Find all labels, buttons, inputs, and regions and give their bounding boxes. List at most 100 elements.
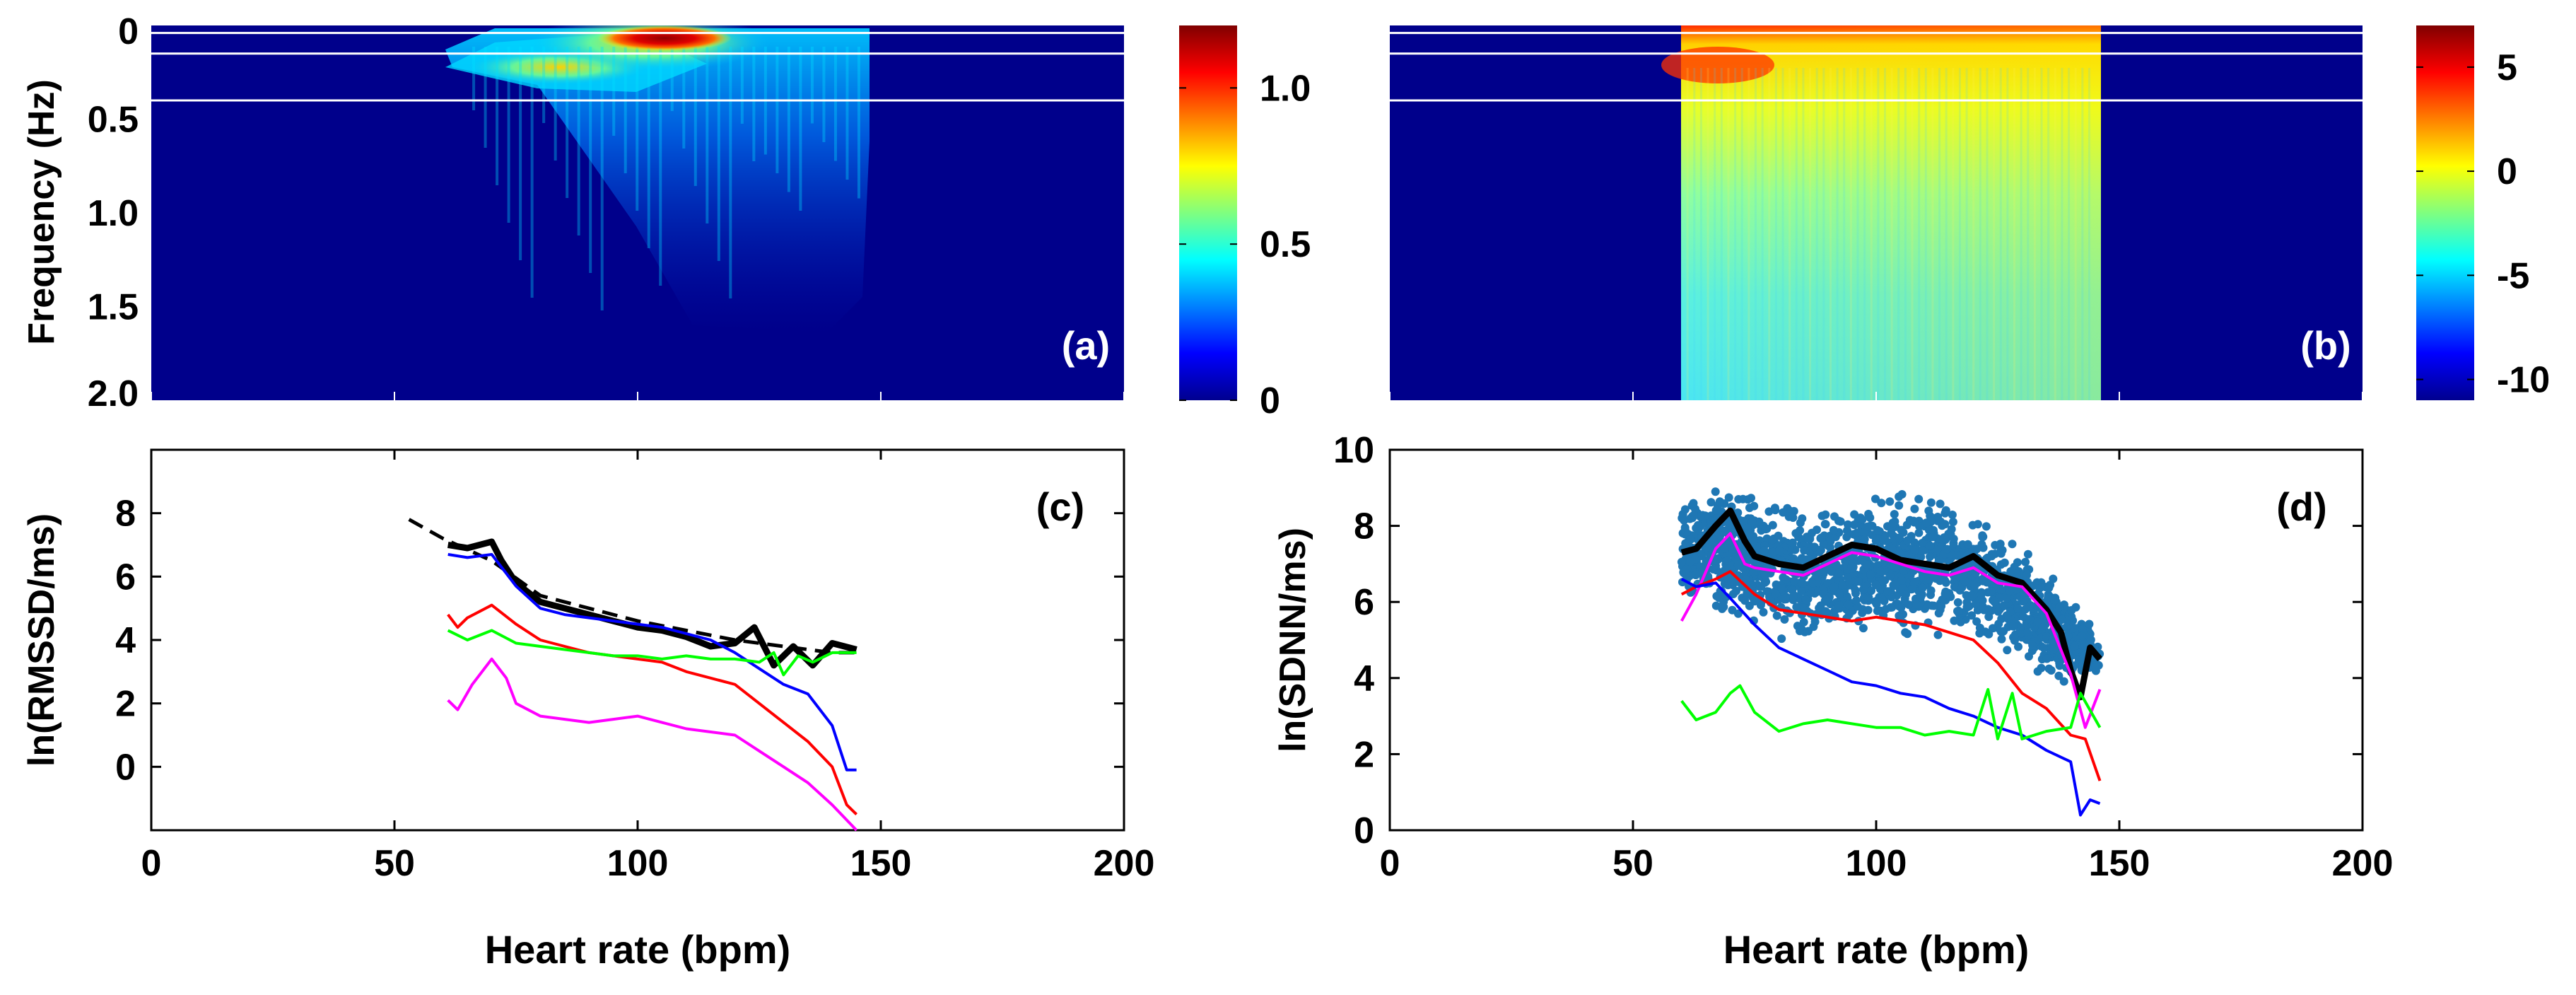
scatter-point (1788, 592, 1798, 601)
series-d-blue (1680, 578, 2101, 817)
scatter-point (1738, 516, 1747, 525)
scatter-point (1756, 600, 1765, 610)
heatmap-b-streak (1768, 68, 1771, 400)
scatter-point (1821, 520, 1830, 529)
heatmap-a-streak (717, 47, 720, 261)
scatter-point (1888, 518, 1897, 528)
scatter-point (1979, 543, 1988, 552)
series-d-red (1680, 570, 2102, 781)
heatmap-b-streak (1884, 68, 1887, 400)
scatter-point (1859, 593, 1868, 603)
scatter-point (1768, 535, 1777, 545)
scatter-point (1996, 586, 2006, 594)
scatter-point (1686, 557, 1694, 566)
heatmap-b-streak (1993, 68, 1996, 400)
scatter-point (1719, 603, 1728, 612)
heatmap-b-streak (1999, 68, 2002, 400)
x-tick-label-d: 150 (2089, 843, 2150, 884)
scatter-point (1914, 528, 1924, 537)
x-tick-label-d: 0 (1380, 843, 1400, 884)
scatter-point (1747, 494, 1755, 503)
scatter-point (1887, 561, 1896, 570)
scatter-point (1987, 552, 1996, 561)
scatter-point (1768, 520, 1777, 530)
heatmap-a-streak (787, 47, 790, 192)
scatter-point (1788, 538, 1797, 547)
heatmap-a-streak (659, 47, 662, 286)
heatmap-b-streak (1897, 68, 1900, 400)
scatter-point (1817, 511, 1827, 520)
scatter-point (2049, 645, 2059, 654)
scatter-point (1728, 545, 1738, 554)
scatter-point (1914, 494, 1924, 504)
scatter-point (1933, 630, 1943, 639)
scatter-point (1933, 516, 1943, 525)
scatter-point (1738, 494, 1747, 504)
heatmap-b-x-ticks (1389, 392, 2363, 400)
heatmap-a-streak (857, 47, 860, 199)
scatter-point (2008, 540, 2017, 549)
scatter-point (1830, 512, 1839, 521)
scatter-point (2003, 646, 2012, 655)
y-tick-label-c: 2 (115, 684, 136, 725)
heatmap-a-streak (472, 47, 476, 110)
scatter-point (1975, 623, 1984, 632)
heatmap-b-streak (2027, 68, 2030, 400)
heatmap-b-streak (1809, 68, 1812, 400)
heatmap-b-streak (2013, 68, 2016, 400)
scatter-point (2021, 605, 2030, 614)
scatter-point (2020, 595, 2029, 603)
scatter-point (1771, 589, 1779, 598)
heatmap-b-streak (2081, 68, 2084, 400)
scatter-point (1923, 601, 1932, 610)
scatter-point (2000, 558, 2009, 567)
heatmap-b-streak (2047, 68, 2050, 400)
heatmap-b-streak (1924, 68, 1927, 400)
scatter-point (1798, 578, 1807, 588)
heatmap-a-streak (484, 47, 487, 148)
heatmap-b-streak (1904, 68, 1907, 400)
scatter-point (1788, 513, 1798, 522)
scatter-point (1909, 516, 1919, 525)
scatter-point (1965, 602, 1974, 611)
heatmap-b-streak (1890, 68, 1893, 400)
scatter-point (1941, 506, 1950, 515)
colorbar-a-tick-label: 0 (1260, 380, 1280, 421)
heatmap-a-streak (740, 47, 744, 124)
scatter-point (1878, 595, 1887, 604)
heatmap-b-streak (1836, 68, 1839, 400)
scatter-point (1972, 617, 1981, 626)
scatter-point (1759, 607, 1768, 617)
scatter-point (2033, 617, 2042, 627)
scatter-point (1821, 607, 1830, 616)
scatter-point (1963, 540, 1972, 549)
scatter-point (2005, 586, 2014, 595)
y-tick-label-d: 10 (1333, 430, 1374, 471)
y-tick-label-d: 4 (1354, 658, 1374, 699)
y-axis-label-d: ln(SDNN/ms) (1272, 528, 1313, 752)
scatter-point (2055, 603, 2064, 612)
scatter-point (2006, 567, 2015, 576)
heatmap-b-streak (1747, 68, 1750, 400)
scatter-point (1762, 577, 1771, 586)
heatmap-b-streak (1986, 68, 1989, 400)
colorbar-b-tick-label: 5 (2497, 47, 2517, 88)
scatter-point (1849, 562, 1858, 571)
scatter-point (1997, 634, 2006, 644)
scatter-point (1826, 543, 1834, 552)
scatter-point (1929, 601, 1938, 610)
scatter-point (2006, 607, 2015, 617)
scatter-point (2057, 615, 2066, 624)
scatter-point (1747, 581, 1757, 590)
scatter-point (1885, 497, 1895, 506)
scatter-point (1850, 510, 1859, 519)
scatter-point (2003, 594, 2012, 603)
heatmap-b-streak (1795, 68, 1798, 400)
heatmap-b-streak (2054, 68, 2056, 400)
scatter-point (1948, 518, 1957, 526)
scatter-point (1978, 574, 1987, 583)
heatmap-a-streak (554, 47, 557, 161)
scatter-point (1711, 601, 1721, 610)
scatter-point (1781, 575, 1791, 584)
scatter-point (1720, 579, 1729, 588)
